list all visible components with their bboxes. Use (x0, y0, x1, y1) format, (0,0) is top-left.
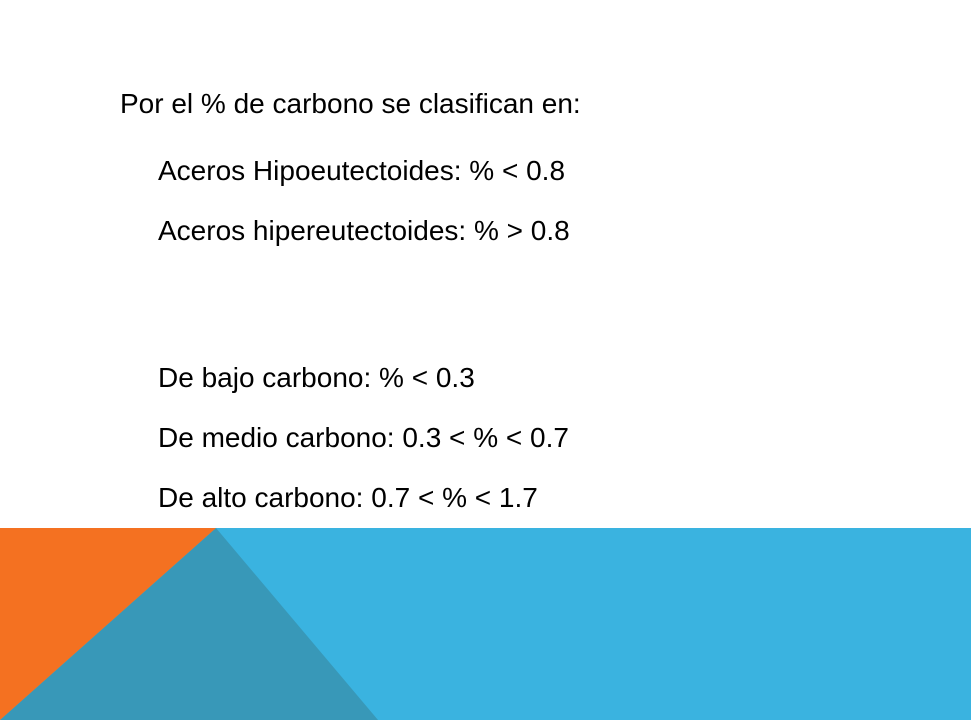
list-item-medio-carbono: De medio carbono: 0.3 < % < 0.7 (158, 422, 569, 453)
teal-triangle (0, 528, 378, 720)
list-item-alto-carbono: De alto carbono: 0.7 < % < 1.7 (158, 482, 538, 513)
orange-triangle (0, 528, 216, 720)
list-item-bajo-carbono: De bajo carbono: % < 0.3 (158, 362, 475, 393)
slide-heading: Por el % de carbono se clasifican en: (120, 88, 581, 119)
list-item-hipoeutectoides: Aceros Hipoeutectoides: % < 0.8 (158, 155, 566, 186)
list-item-hipereutectoides: Aceros hipereutectoides: % > 0.8 (158, 215, 570, 246)
